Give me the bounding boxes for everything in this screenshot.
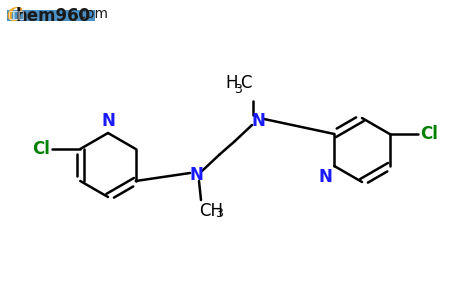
Text: C: C <box>7 7 22 25</box>
Text: H: H <box>225 74 237 92</box>
Text: Cl: Cl <box>419 125 438 143</box>
Text: CH: CH <box>199 202 223 220</box>
Text: 3: 3 <box>234 83 242 96</box>
Text: N: N <box>319 168 332 186</box>
Text: N: N <box>189 166 203 184</box>
Text: N: N <box>251 112 265 130</box>
Text: N: N <box>101 112 115 130</box>
Text: C: C <box>240 74 252 92</box>
Text: Cl: Cl <box>32 140 50 158</box>
Text: 3: 3 <box>215 207 223 220</box>
Text: .com: .com <box>75 7 109 21</box>
Bar <box>7 10 95 21</box>
Text: 化工网: 化工网 <box>9 11 25 21</box>
Text: hem960: hem960 <box>16 7 91 25</box>
